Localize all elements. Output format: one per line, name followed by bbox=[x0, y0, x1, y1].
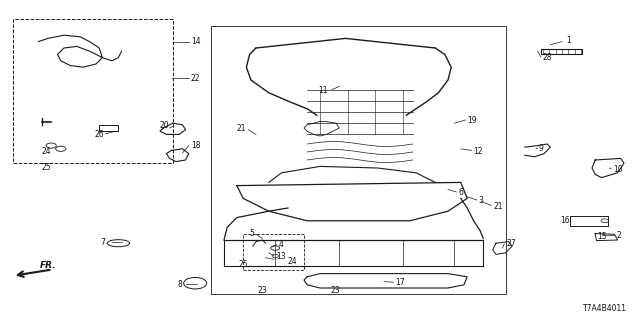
Text: 23: 23 bbox=[258, 286, 268, 295]
Text: 21: 21 bbox=[237, 124, 246, 133]
Text: FR.: FR. bbox=[40, 261, 56, 270]
Bar bbox=[13, 19, 173, 163]
Text: 21: 21 bbox=[493, 202, 503, 211]
Text: 28: 28 bbox=[543, 53, 552, 62]
Bar bbox=[243, 234, 304, 270]
Bar bbox=[211, 26, 506, 294]
Text: 6: 6 bbox=[458, 188, 463, 197]
Text: 24: 24 bbox=[42, 147, 51, 156]
Text: 25: 25 bbox=[42, 163, 51, 172]
Text: 9: 9 bbox=[538, 144, 543, 153]
Text: 20: 20 bbox=[160, 121, 170, 130]
Text: 11: 11 bbox=[318, 86, 328, 95]
Text: 17: 17 bbox=[396, 278, 405, 287]
Text: 18: 18 bbox=[191, 141, 200, 150]
Text: 1: 1 bbox=[566, 36, 571, 44]
Text: 19: 19 bbox=[467, 116, 477, 124]
Text: 5: 5 bbox=[249, 229, 254, 238]
Text: 7: 7 bbox=[100, 238, 106, 247]
Text: 2: 2 bbox=[616, 231, 621, 240]
Text: 23: 23 bbox=[331, 286, 340, 295]
Text: 15: 15 bbox=[597, 232, 607, 241]
Bar bbox=[570, 216, 608, 226]
Text: 3: 3 bbox=[479, 196, 484, 205]
Text: 22: 22 bbox=[191, 74, 200, 83]
Text: 24: 24 bbox=[287, 257, 297, 266]
Text: 12: 12 bbox=[474, 147, 483, 156]
Text: T7A4B4011: T7A4B4011 bbox=[583, 304, 627, 313]
Text: 14: 14 bbox=[191, 37, 200, 46]
Text: 26: 26 bbox=[94, 130, 104, 139]
Text: 13: 13 bbox=[276, 252, 285, 261]
Text: 25: 25 bbox=[239, 260, 248, 269]
Text: 10: 10 bbox=[613, 165, 623, 174]
Bar bbox=[541, 49, 582, 54]
Text: 8: 8 bbox=[178, 280, 182, 289]
Text: 16: 16 bbox=[560, 216, 570, 225]
Text: 27: 27 bbox=[506, 239, 516, 248]
Text: 4: 4 bbox=[278, 240, 284, 249]
Bar bbox=[99, 125, 118, 131]
